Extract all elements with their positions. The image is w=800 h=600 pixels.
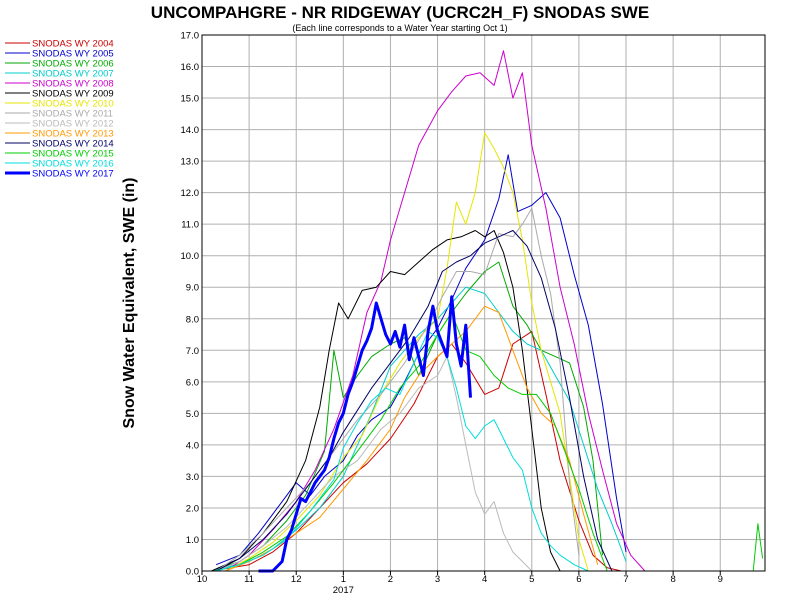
y-tick-label: 15.0 xyxy=(181,94,200,105)
legend-label: SNODAS WY 2013 xyxy=(32,129,114,140)
x-tick-label: 11 xyxy=(244,574,254,585)
x-year-label: 2017 xyxy=(333,585,354,596)
legend-label: SNODAS WY 2011 xyxy=(32,109,113,120)
x-tick-label: 3 xyxy=(435,574,440,585)
x-tick-label: 5 xyxy=(529,574,534,585)
y-tick-label: 0.0 xyxy=(186,567,199,578)
x-tick-label: 6 xyxy=(576,574,581,585)
legend-label: SNODAS WY 2009 xyxy=(32,89,114,100)
x-tick-label: 12 xyxy=(291,574,302,585)
y-tick-label: 8.0 xyxy=(186,314,199,325)
x-tick-label: 8 xyxy=(670,574,675,585)
plot-frame xyxy=(201,34,766,572)
series-line-snodas-wy-2016 xyxy=(215,330,589,572)
plot-area xyxy=(201,34,766,573)
y-tick-label: 1.0 xyxy=(186,535,199,546)
legend-label: SNODAS WY 2012 xyxy=(32,119,114,130)
series-line-snodas-wy-2017 xyxy=(258,295,472,573)
y-tick-label: 10.0 xyxy=(181,251,200,262)
x-tick-label: 10 xyxy=(197,574,208,585)
legend-label: SNODAS WY 2005 xyxy=(32,49,114,60)
y-tick-label: 13.0 xyxy=(181,157,200,168)
x-tick-label: 7 xyxy=(623,574,628,585)
y-tick-label: 6.0 xyxy=(186,377,199,388)
y-axis-label: Snow Water Equivalent, SWE (in) xyxy=(121,178,138,429)
x-tick-label: 4 xyxy=(482,574,487,585)
legend-label: SNODAS WY 2016 xyxy=(32,159,114,170)
x-tick-label: 9 xyxy=(718,574,723,585)
legend-label: SNODAS WY 2008 xyxy=(32,79,114,90)
chart-title: UNCOMPAHGRE - NR RIDGEWAY (UCRC2H_F) SNO… xyxy=(151,3,649,22)
y-tick-label: 14.0 xyxy=(181,125,200,136)
y-tick-label: 17.0 xyxy=(181,31,200,42)
chart-subtitle: (Each line corresponds to a Water Year s… xyxy=(292,23,507,33)
y-tick-label: 11.0 xyxy=(181,220,199,231)
series-line-snodas-wy-2006 xyxy=(211,261,603,572)
legend-label: SNODAS WY 2006 xyxy=(32,59,114,70)
gridlines xyxy=(201,34,765,572)
legend-label: SNODAS WY 2007 xyxy=(32,69,114,80)
y-tick-label: 5.0 xyxy=(186,409,199,420)
legend-label: SNODAS WY 2017 xyxy=(32,169,114,180)
y-tick-label: 16.0 xyxy=(181,62,200,73)
y-tick-label: 9.0 xyxy=(186,283,199,294)
series-line-snodas-wy-2011 xyxy=(215,207,580,572)
series-line-snodas-wy-2005 xyxy=(215,154,627,566)
series-line-snodas-wy-2008 xyxy=(225,50,646,572)
y-tick-label: 4.0 xyxy=(186,440,199,451)
series-line-snodas-wy-2014 xyxy=(215,230,613,572)
y-axis-ticks: 0.0 1.0 2.0 3.0 4.0 5.0 6.0 7.0 8.0 9.0 10.0 11.0 12… xyxy=(181,31,200,578)
legend-label: SNODAS WY 2004 xyxy=(32,39,114,50)
series-layer xyxy=(211,50,764,573)
legend-label: SNODAS WY 2014 xyxy=(32,139,114,150)
x-tick-label: 1 xyxy=(341,574,346,585)
x-tick-label: 2 xyxy=(388,574,393,585)
legend-label: SNODAS WY 2015 xyxy=(32,149,114,160)
series-line-snodas-wy-2009 xyxy=(211,230,561,572)
y-tick-label: 3.0 xyxy=(186,472,199,483)
y-tick-label: 2.0 xyxy=(186,503,199,514)
y-tick-label: 7.0 xyxy=(186,346,199,357)
y-tick-label: 12.0 xyxy=(181,188,200,199)
legend-label: SNODAS WY 2010 xyxy=(32,99,114,110)
